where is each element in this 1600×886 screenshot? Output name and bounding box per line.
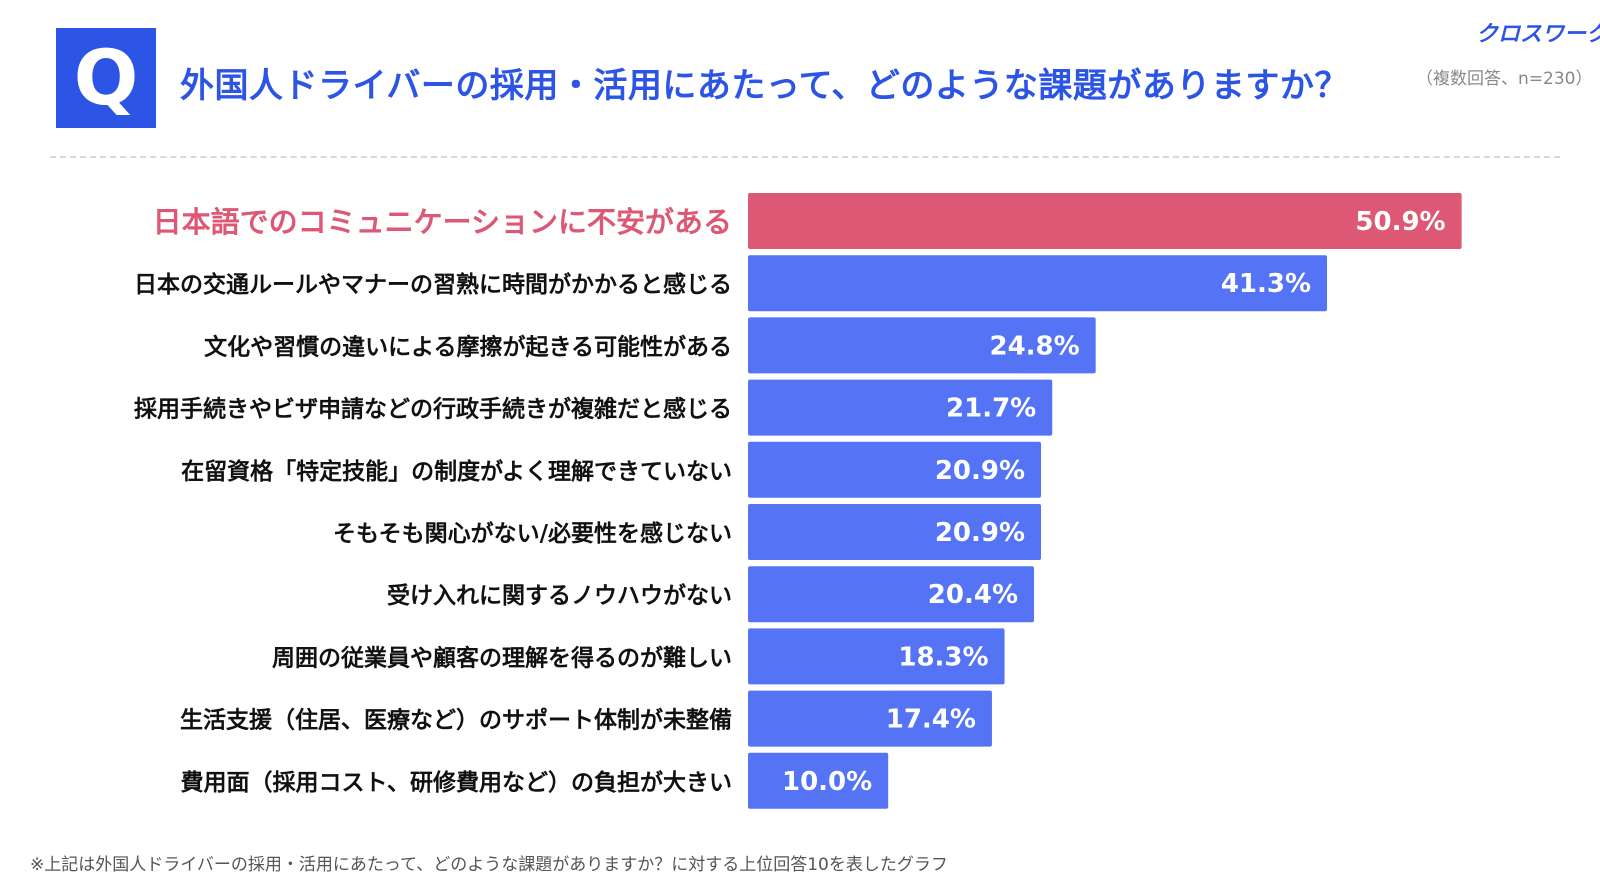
bar-value-label: 21.7%	[946, 394, 1036, 424]
bar-value-label: 18.3%	[898, 642, 988, 672]
bar-value-label: 41.3%	[1221, 269, 1311, 299]
bar-value-label: 24.8%	[989, 331, 1079, 361]
divider	[50, 156, 1560, 158]
category-label: 生活支援（住居、医療など）のサポート体制が未整備	[180, 707, 732, 734]
bar	[748, 628, 1005, 685]
category-label: 文化や習慣の違いによる摩擦が起きる可能性がある	[204, 333, 732, 360]
bar-value-label: 50.9%	[1355, 207, 1445, 237]
bar	[748, 317, 1096, 374]
category-label: 受け入れに関するノウハウがない	[387, 582, 732, 609]
bar	[748, 255, 1328, 312]
brand-logo: クロスワーク	[1476, 22, 1600, 47]
category-label: そもそも関心がない/必要性を感じない	[333, 520, 732, 547]
bar	[748, 566, 1035, 623]
sample-note: （複数回答、n=230）	[1416, 69, 1593, 89]
question-badge-letter: Q	[73, 33, 139, 122]
bar-value-label: 20.4%	[928, 580, 1018, 610]
bar-value-label: 10.0%	[782, 767, 872, 797]
bar	[748, 690, 992, 747]
bar-value-label: 20.9%	[935, 456, 1025, 486]
bar	[748, 193, 1462, 249]
footnote: ※上記は外国人ドライバーの採用・活用にあたって、どのような課題がありますか？に対…	[30, 855, 948, 875]
page-title: 外国人ドライバーの採用・活用にあたって、どのような課題がありますか？	[180, 66, 1349, 106]
category-label: 日本語でのコミュニケーションに不安がある	[153, 205, 732, 239]
category-label: 費用面（採用コスト、研修費用など）の負担が大きい	[180, 769, 732, 796]
bar	[748, 441, 1042, 498]
bar	[748, 504, 1042, 560]
category-label: 日本の交通ルールやマナーの習熟に時間がかかると感じる	[134, 271, 732, 298]
bar	[748, 379, 1053, 436]
question-badge: Q	[56, 28, 156, 128]
category-label: 周囲の従業員や顧客の理解を得るのが難しい	[272, 644, 732, 671]
bar-value-label: 20.9%	[935, 518, 1025, 548]
bar	[748, 752, 889, 809]
bar-chart: 50.9% 日本語でのコミュニケーションに不安がある 41.3% 日本の交通ルールやマ…	[134, 193, 1462, 809]
category-label: 採用手続きやビザ申請などの行政手続きが複雑だと感じる	[134, 396, 732, 423]
category-label: 在留資格「特定技能」の制度がよく理解できていない	[181, 458, 732, 485]
bar-value-label: 17.4%	[886, 705, 976, 735]
